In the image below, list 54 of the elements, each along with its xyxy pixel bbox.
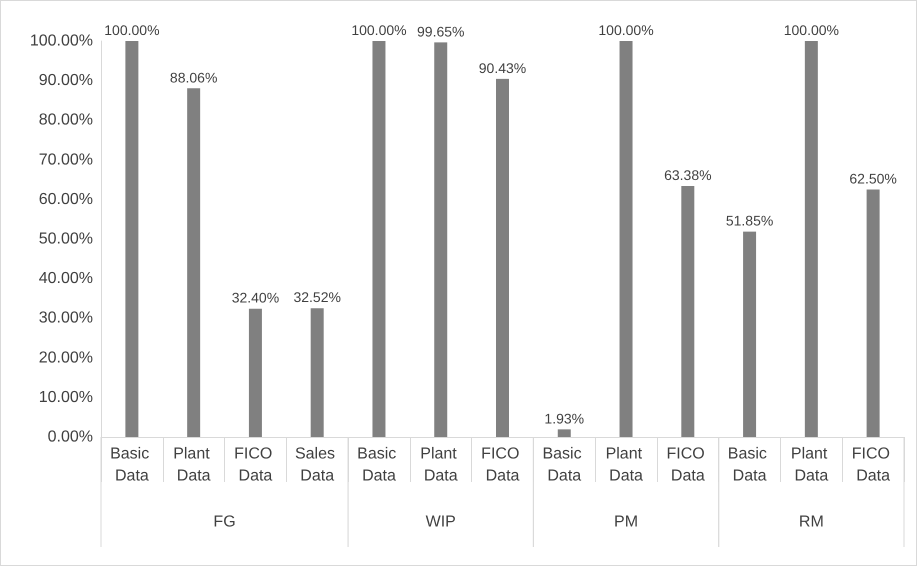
x-tick-label: Plant Data — [420, 446, 462, 484]
bar — [310, 308, 324, 437]
x-tick-label: FICO Data — [481, 446, 524, 484]
bar — [620, 41, 633, 437]
bar — [866, 190, 880, 437]
bar — [681, 186, 694, 437]
data-label: 32.40% — [232, 290, 280, 306]
y-tick-label: 10.00% — [38, 388, 93, 406]
data-label: 100.00% — [351, 22, 407, 38]
data-label: 32.52% — [293, 289, 341, 306]
bar — [496, 78, 509, 437]
x-tick-label: Basic Data — [110, 446, 154, 484]
data-label: 100.00% — [784, 22, 839, 38]
data-label: 100.00% — [104, 22, 160, 38]
data-label: 51.85% — [726, 212, 774, 229]
y-tick-label: 90.00% — [38, 72, 93, 90]
x-tick-label: FICO Data — [234, 446, 277, 484]
x-tick-label: Basic Data — [728, 446, 772, 484]
x-tick-label: Plant Data — [790, 446, 832, 484]
bar — [125, 41, 138, 437]
text: PM — [614, 514, 638, 530]
data-label: 1.93% — [544, 410, 584, 426]
text: WIP — [426, 514, 456, 530]
y-tick-label: 60.00% — [38, 190, 93, 208]
y-tick-label: 50.00% — [38, 230, 93, 248]
bar — [434, 42, 448, 437]
x-tick-label: Plant Data — [606, 446, 646, 484]
bar — [372, 41, 386, 437]
bar — [743, 232, 756, 437]
y-tick-label: 30.00% — [38, 310, 93, 327]
bar — [248, 308, 262, 437]
bar — [187, 88, 200, 437]
x-tick-label: Plant Data — [173, 446, 214, 484]
data-label: 62.50% — [849, 170, 897, 186]
data-label: 100.00% — [598, 22, 654, 38]
y-tick-label: 20.00% — [38, 349, 93, 366]
x-tick-label: Basic Data — [542, 446, 586, 484]
bar — [558, 429, 571, 437]
x-tick-label: FICO Data — [852, 446, 894, 484]
data-label: 99.65% — [416, 23, 464, 40]
x-tick-label: Sales Data — [294, 446, 340, 484]
x-tick-label: Basic Data — [357, 446, 401, 484]
y-tick-label: 80.00% — [38, 112, 93, 129]
data-label: 90.43% — [478, 60, 526, 76]
text: FG — [213, 514, 236, 530]
y-tick-label: 40.00% — [38, 270, 93, 288]
y-tick-label: 0.00% — [48, 428, 93, 446]
x-tick-label: FICO Data — [666, 446, 710, 484]
text: RM — [798, 514, 824, 530]
data-label: 63.38% — [664, 167, 712, 184]
data-label: 88.06% — [170, 69, 218, 86]
y-tick-label: 70.00% — [38, 151, 93, 168]
y-tick-label: 100.00% — [30, 32, 93, 50]
bar — [804, 41, 818, 437]
